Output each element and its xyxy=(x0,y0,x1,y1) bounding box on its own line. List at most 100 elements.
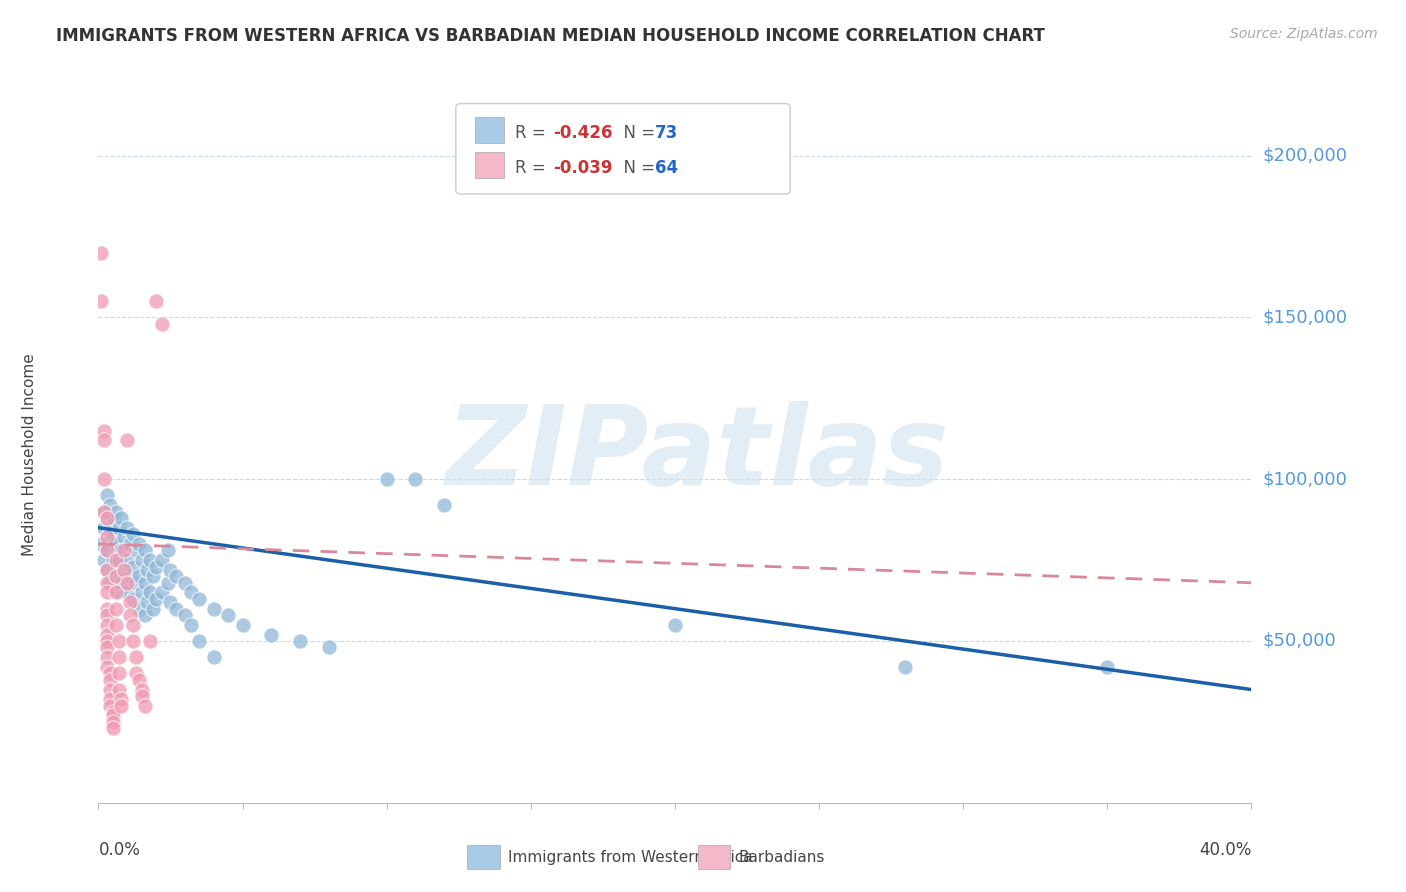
Point xyxy=(96,634,118,648)
Point xyxy=(188,634,211,648)
Point xyxy=(1097,660,1119,674)
Text: -0.426: -0.426 xyxy=(553,125,612,143)
Point xyxy=(139,553,162,567)
Point xyxy=(894,660,917,674)
Bar xyxy=(467,845,499,869)
Point xyxy=(405,472,427,486)
Point xyxy=(98,666,121,681)
Point xyxy=(96,660,118,674)
Point xyxy=(110,511,132,525)
Point xyxy=(101,714,124,729)
Text: 64: 64 xyxy=(655,160,679,178)
Text: $50,000: $50,000 xyxy=(1263,632,1336,650)
Text: N =: N = xyxy=(613,160,659,178)
Point xyxy=(150,585,173,599)
Point xyxy=(98,575,121,590)
Point xyxy=(101,553,124,567)
Point xyxy=(128,537,150,551)
Text: $100,000: $100,000 xyxy=(1263,470,1347,488)
Point xyxy=(122,617,145,632)
Text: $200,000: $200,000 xyxy=(1263,146,1347,165)
Point xyxy=(98,498,121,512)
Point xyxy=(93,553,115,567)
Point xyxy=(150,317,173,331)
Point xyxy=(96,563,118,577)
Point xyxy=(93,434,115,448)
Text: ZIPatlas: ZIPatlas xyxy=(446,401,950,508)
Point xyxy=(433,498,456,512)
Point xyxy=(112,543,135,558)
Text: Barbadians: Barbadians xyxy=(738,849,825,864)
Point xyxy=(159,563,181,577)
Bar xyxy=(475,152,505,178)
Point xyxy=(101,511,124,525)
Point xyxy=(96,601,118,615)
Point xyxy=(131,553,153,567)
Text: 73: 73 xyxy=(655,125,679,143)
Point xyxy=(231,617,254,632)
Point xyxy=(180,617,202,632)
Point xyxy=(101,708,124,723)
Point xyxy=(117,521,138,535)
Point xyxy=(139,634,162,648)
Point xyxy=(110,575,132,590)
Point xyxy=(260,627,283,641)
Point xyxy=(117,585,138,599)
Text: -0.039: -0.039 xyxy=(553,160,612,178)
Text: $150,000: $150,000 xyxy=(1263,309,1347,326)
Text: 40.0%: 40.0% xyxy=(1199,841,1251,859)
Point xyxy=(290,634,312,648)
Point xyxy=(117,553,138,567)
Point xyxy=(117,575,138,590)
Point xyxy=(202,601,225,615)
Point xyxy=(134,698,156,713)
Point xyxy=(110,698,132,713)
Point xyxy=(96,511,118,525)
Point xyxy=(202,650,225,665)
Point xyxy=(120,569,142,583)
Point xyxy=(134,608,156,623)
Point xyxy=(136,595,159,609)
Point xyxy=(122,559,145,574)
Point xyxy=(104,585,127,599)
Point xyxy=(110,692,132,706)
Text: N =: N = xyxy=(613,125,659,143)
Point xyxy=(134,543,156,558)
Point xyxy=(122,591,145,606)
Point xyxy=(93,504,115,518)
Point xyxy=(120,608,142,623)
Point xyxy=(96,640,118,655)
Point xyxy=(96,488,118,502)
Point xyxy=(101,722,124,736)
Point xyxy=(96,543,118,558)
Point xyxy=(128,569,150,583)
Point xyxy=(107,666,129,681)
Point xyxy=(125,666,148,681)
Point xyxy=(98,521,121,535)
Point xyxy=(107,682,129,697)
Text: Median Household Income: Median Household Income xyxy=(21,353,37,557)
Bar xyxy=(697,845,730,869)
Point xyxy=(145,294,167,309)
Point xyxy=(96,650,118,665)
Point xyxy=(174,608,197,623)
Point xyxy=(90,537,112,551)
Point xyxy=(93,521,115,535)
Point xyxy=(128,601,150,615)
Point xyxy=(122,527,145,541)
Point xyxy=(96,627,118,641)
Point xyxy=(107,650,129,665)
Text: R =: R = xyxy=(515,160,551,178)
Point xyxy=(96,575,118,590)
Point xyxy=(90,245,112,260)
Point xyxy=(104,537,127,551)
Point xyxy=(104,569,127,583)
Point xyxy=(107,521,129,535)
Point xyxy=(165,601,187,615)
Point xyxy=(93,504,115,518)
Point xyxy=(165,569,187,583)
Point xyxy=(104,504,127,518)
Point xyxy=(96,543,118,558)
Point xyxy=(375,472,398,486)
Point xyxy=(150,553,173,567)
